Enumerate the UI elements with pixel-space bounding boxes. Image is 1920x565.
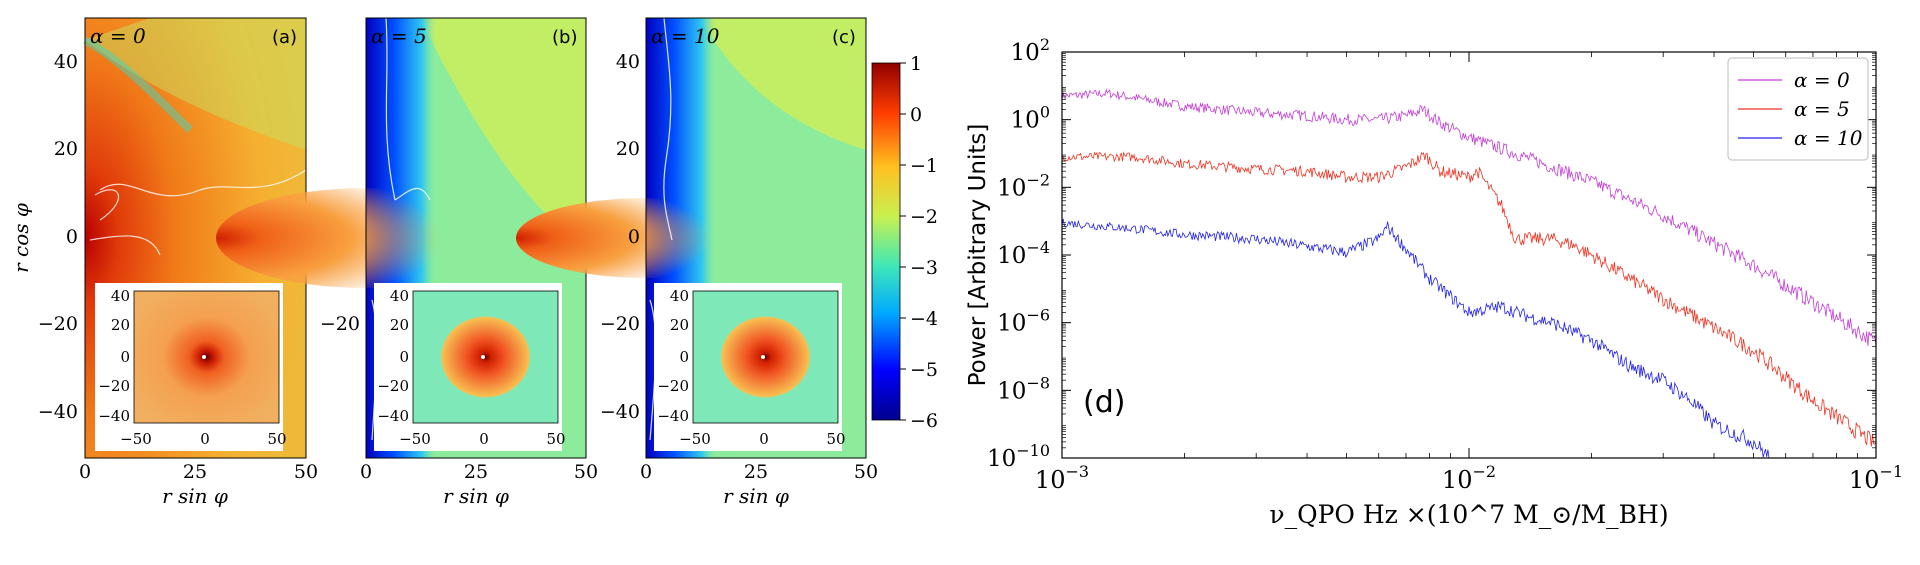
inset-ytick: −20: [377, 377, 409, 395]
xlabel-b: r sin φ: [443, 484, 509, 508]
legend-label: α = 10: [1794, 126, 1863, 150]
y-tick-label: 102: [1011, 35, 1050, 66]
xlabel-c: r sin φ: [723, 484, 789, 508]
inset-xtick: 50: [267, 430, 286, 448]
xtick-b: 0: [360, 461, 372, 483]
inset-a: 40 20 0 −20 −40 −50 0 50: [95, 283, 287, 451]
y-tick-label: 10−4: [997, 238, 1050, 269]
x-tick-label: 10−3: [1035, 462, 1089, 494]
colorbar-tick-label: −3: [910, 257, 938, 279]
colorbar-tick-label: −4: [910, 308, 938, 330]
ytick-a: −40: [38, 401, 78, 423]
x-tick-label: 10−1: [1849, 462, 1903, 494]
xtick-a: 50: [294, 461, 318, 483]
inset-xtick: 50: [546, 430, 565, 448]
xtick-c: 50: [854, 461, 878, 483]
panel-c: 40 20 0 −20 −40 −50 0 50 α = 10 (c) 40 2…: [516, 17, 878, 508]
inset-xtick: 0: [479, 430, 489, 448]
inset-xtick: 50: [826, 430, 845, 448]
x-axis-label: ν_QPO Hz ×(10^7 M_⊙/M_BH): [1269, 500, 1668, 529]
inset-ytick: 40: [111, 287, 130, 305]
xlabel-a: r sin φ: [162, 484, 228, 508]
ytick-c: 0: [628, 226, 640, 248]
y-axis-label: Power [Arbitrary Units]: [965, 124, 991, 387]
inset-xtick: 0: [759, 430, 769, 448]
inset-ytick: −20: [98, 377, 130, 395]
panel-label-c: (c): [832, 27, 856, 48]
colorbar-tick-label: −5: [910, 359, 938, 381]
series-line-0: [1062, 88, 1876, 347]
inset-xtick: −50: [679, 430, 711, 448]
ytick-c: 40: [616, 51, 640, 73]
series-line-2: [1062, 218, 1770, 458]
xtick-c: 25: [744, 461, 768, 483]
panel-d: 10−3 10−2 10−110210010−210−410−610−810−10P…: [965, 35, 1903, 529]
ytick-a: 20: [54, 138, 78, 160]
alpha-label-a: α = 0: [90, 24, 146, 48]
contour-a: [89, 169, 307, 256]
ytick-b: −20: [320, 313, 360, 335]
alpha-label-b: α = 5: [371, 24, 427, 48]
ytick-a: 40: [54, 51, 78, 73]
inset-xtick: −50: [399, 430, 431, 448]
colorbar-tick-label: −1: [910, 155, 938, 177]
ytick-a: 0: [66, 226, 78, 248]
ytick-a: −20: [38, 313, 78, 335]
legend-box: [1727, 57, 1869, 161]
ylabel-a: r cos φ: [9, 203, 33, 273]
ytick-c: −40: [600, 401, 640, 423]
x-tick-label: 10−2: [1442, 462, 1496, 494]
inset-ytick: 40: [670, 287, 689, 305]
colorbar: 1 0 −1 −2 −3 −4 −5 −6: [871, 53, 938, 432]
panel-b: 40 20 0 −20 −40 −50 0 50 α = 5 (b) −20 0…: [216, 17, 598, 508]
legend-label: α = 5: [1794, 97, 1850, 121]
colorbar-gradient: [871, 62, 901, 421]
panel-label-b: (b): [552, 27, 577, 48]
panel-label-a: (a): [272, 27, 297, 48]
inset-c: 40 20 0 −20 −40 −50 0 50: [654, 283, 846, 451]
xtick-a: 25: [183, 461, 207, 483]
inset-ytick: −40: [657, 407, 689, 425]
ytick-c: 20: [616, 138, 640, 160]
inset-ytick: −20: [657, 377, 689, 395]
xtick-b: 25: [464, 461, 488, 483]
inset-ytick: 0: [399, 348, 409, 366]
colorbar-tick-label: −2: [910, 206, 938, 228]
colorbar-tick-label: 1: [910, 53, 922, 75]
inset-xtick: 0: [200, 430, 210, 448]
inset-ytick: 0: [679, 348, 689, 366]
inset-ytick: 40: [390, 287, 409, 305]
inset-ytick: 20: [390, 316, 409, 334]
y-tick-label: 10−6: [997, 306, 1050, 337]
y-tick-label: 100: [1011, 103, 1050, 134]
legend: α = 0 α = 5 α = 10: [1727, 57, 1869, 161]
inset-ytick: −40: [98, 407, 130, 425]
alpha-label-c: α = 10: [651, 24, 720, 48]
y-tick-label: 10−2: [997, 170, 1050, 201]
inset-ytick: −40: [377, 407, 409, 425]
inset-b: 40 20 0 −20 −40 −50 0 50: [374, 283, 566, 451]
colorbar-tick-label: −6: [910, 410, 938, 432]
inset-ytick: 0: [120, 348, 130, 366]
xtick-a: 0: [79, 461, 91, 483]
panel-label-d: (d): [1083, 385, 1125, 420]
ytick-c: −20: [600, 313, 640, 335]
xtick-c: 0: [640, 461, 652, 483]
y-tick-label: 10−8: [997, 373, 1050, 404]
xtick-b: 50: [574, 461, 598, 483]
inset-ytick: 20: [670, 316, 689, 334]
legend-label: α = 0: [1794, 68, 1850, 92]
inset-xtick: −50: [120, 430, 152, 448]
colorbar-tick-label: 0: [910, 104, 922, 126]
series-line-1: [1062, 151, 1876, 447]
inset-ytick: 20: [111, 316, 130, 334]
